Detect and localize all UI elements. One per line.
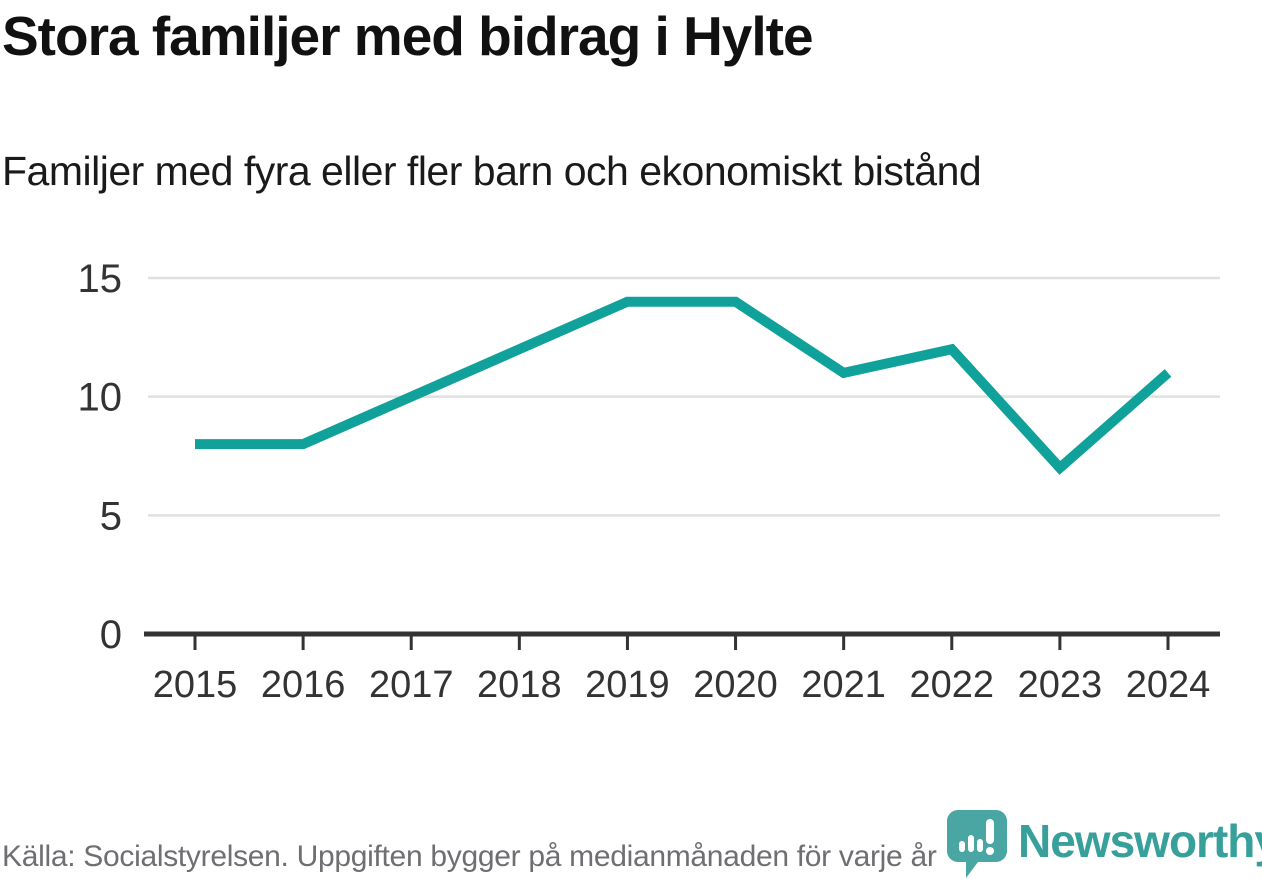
x-axis-tick-label: 2015 [153, 664, 238, 706]
chart-subtitle: Familjer med fyra eller fler barn och ek… [2, 148, 982, 194]
x-axis-tick-label: 2023 [1018, 664, 1103, 706]
x-axis-tick-label: 2021 [801, 664, 886, 706]
x-axis-tick-label: 2024 [1126, 664, 1211, 706]
y-axis-tick-label: 5 [100, 494, 122, 538]
x-axis-tick-label: 2020 [693, 664, 778, 706]
y-axis-tick-label: 15 [78, 257, 123, 301]
x-axis-tick-label: 2022 [910, 664, 995, 706]
newsworthy-logo: Newsworthy [946, 809, 1262, 879]
line-chart-plot-area: 0 5 10 15 2015 2016 2017 2018 2019 2020 2021 2022 20… [78, 257, 1220, 706]
data-line-series [195, 296, 1172, 475]
y-axis-tick-label: 10 [78, 376, 123, 420]
source-note: Källa: Socialstyrelsen. Uppgiften bygger… [2, 840, 937, 873]
x-axis-tick-label: 2017 [369, 664, 454, 706]
x-axis-tick-label: 2019 [585, 664, 670, 706]
newsworthy-wordmark: Newsworthy [1018, 815, 1262, 867]
chart-title: Stora familjer med bidrag i Hylte [2, 5, 814, 67]
x-axis-tick-label: 2018 [477, 664, 562, 706]
newsworthy-speech-bubble-icon [947, 810, 1007, 878]
y-axis-tick-label: 0 [100, 613, 122, 657]
bar-chart-glyph [959, 819, 994, 855]
x-axis-tick-label: 2016 [261, 664, 346, 706]
